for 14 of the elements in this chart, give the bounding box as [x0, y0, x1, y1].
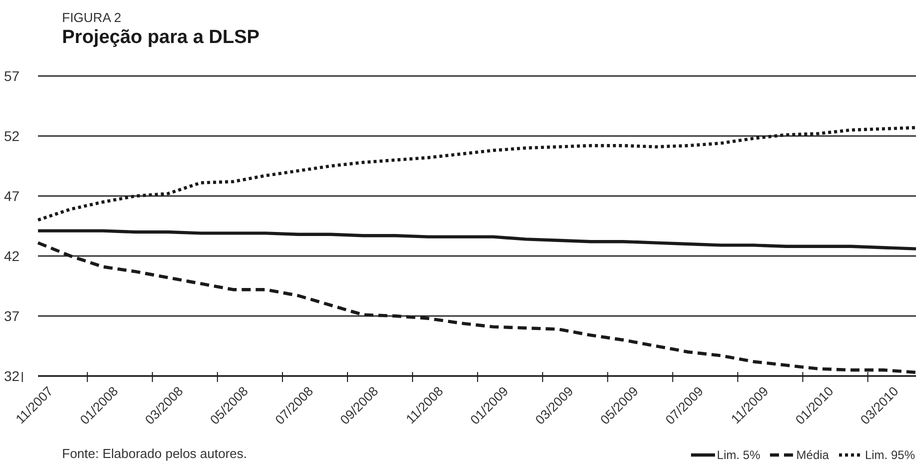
- y-tick-label: 47: [4, 188, 20, 204]
- y-tick-label: 52: [4, 128, 20, 144]
- legend-label: Lim. 95%: [864, 448, 915, 462]
- y-tick-label: 42: [4, 248, 20, 264]
- source-note: Fonte: Elaborado pelos autores.: [62, 446, 248, 461]
- chart-title: Projeção para a DLSP: [62, 27, 260, 49]
- chart-subtitle: FIGURA 2: [62, 10, 122, 25]
- y-tick-label: 37: [4, 308, 20, 324]
- y-tick-label: 57: [4, 68, 20, 84]
- y-tick-label: 32: [4, 368, 20, 384]
- line-series: [36, 126, 918, 222]
- line-series: [36, 229, 918, 250]
- legend-label: Lim. 5%: [716, 448, 760, 462]
- legend-label: Média: [796, 448, 829, 462]
